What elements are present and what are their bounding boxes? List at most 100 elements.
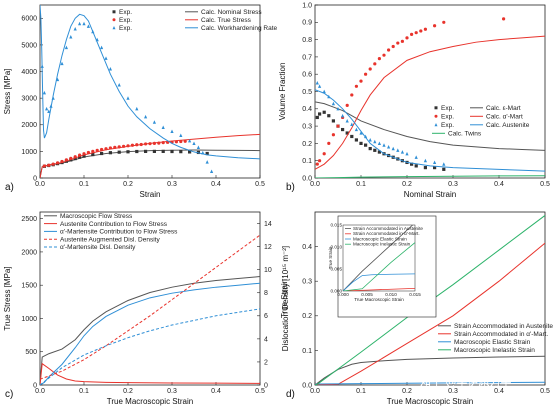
data-point (108, 151, 112, 155)
data-point (69, 35, 73, 39)
y-tick-label: 0.9 (302, 20, 312, 27)
x-tick-label: 0.1 (79, 181, 89, 188)
x-tick-label: 0.2 (123, 388, 133, 395)
data-point (174, 140, 178, 144)
data-point (73, 155, 77, 159)
legend-label: Exp. (119, 17, 132, 24)
legend-item: Exp. (112, 9, 132, 16)
data-point (331, 119, 335, 123)
data-point (433, 166, 437, 170)
legend-item: Strain Accommodated in Austenite (438, 323, 553, 330)
legend-label: Macroscopic Flow Stress (60, 213, 133, 220)
data-point (91, 29, 95, 34)
x-tick-label: 0.5 (255, 388, 265, 395)
data-point (442, 167, 446, 171)
x-tick-label: 0.3 (167, 181, 177, 188)
x-tick-label: 0.0 (35, 181, 45, 188)
y-axis-label: True Strain (280, 279, 289, 318)
chart-panel-d: 0.0 0.1 0.2 0.3 0.4 0.5 0.0 0.1 0.2 0.3 0.4 True Ma… (280, 211, 553, 406)
series-line-2 (40, 133, 260, 178)
data-point (318, 84, 322, 88)
x-tick-label: 0.2 (402, 388, 412, 395)
data-point (183, 139, 187, 143)
y-tick-label: 0.5 (302, 89, 312, 96)
data-point (91, 149, 95, 153)
x-tick-label: 0.3 (448, 181, 458, 188)
legend-label: α'-Martensite Disl. Density (60, 244, 136, 251)
data-point (331, 133, 335, 137)
data-point (419, 29, 423, 33)
data-point (49, 104, 53, 108)
data-point (42, 164, 47, 168)
watermark-text: 知乎 @李伊康力学 (420, 374, 512, 388)
legend-item: Calc. Austenite (470, 122, 530, 129)
data-point (188, 150, 192, 154)
legend-label: Exp. (119, 9, 132, 16)
y-tick-label: 0.3 (302, 279, 312, 286)
inset-x-tick-label: 0.010 (385, 292, 397, 297)
inset-series-line-3 (343, 242, 415, 291)
data-point (161, 149, 165, 153)
data-point (82, 152, 86, 156)
y-tick-label: 1500 (21, 283, 37, 290)
plot-frame (39, 4, 261, 179)
x-axis-label: Strain (140, 190, 161, 199)
legend-label: Calc. α'-Mart (486, 114, 523, 121)
data-point (405, 36, 409, 40)
legend: Exp. Calc. Nominal Stress Exp. Calc. True S… (112, 9, 277, 32)
data-point (423, 166, 427, 170)
y-right-tick-label: 0 (264, 382, 268, 389)
y-tick-label: 1000 (21, 149, 37, 156)
data-point (345, 119, 349, 123)
data-point (108, 146, 112, 150)
legend-label: Exp. (441, 105, 454, 112)
legend-item: Austenite Augmented Disl. Density (44, 236, 160, 243)
series-line-4 (315, 89, 545, 172)
data-point (139, 142, 143, 147)
inset-y-tick-label: 0.000 (331, 289, 343, 294)
inset-x-label: True Macroscopic Strain (354, 297, 404, 302)
data-point (60, 159, 64, 164)
data-point (51, 96, 55, 100)
inset-legend-item: Strain Accommodated in α'-Mart. (345, 231, 420, 236)
data-point (179, 139, 183, 144)
series-group (315, 17, 545, 178)
data-point (354, 138, 358, 142)
data-point (69, 156, 73, 160)
data-point (135, 149, 139, 154)
data-point (400, 39, 404, 43)
data-point (152, 141, 156, 145)
data-point (359, 141, 363, 145)
x-tick-label: 0.0 (35, 388, 45, 395)
legend-label: Exp. (119, 25, 132, 32)
data-point (51, 162, 55, 166)
data-point (64, 45, 68, 50)
y-right-tick-label: 8 (264, 290, 268, 297)
series-line-2 (315, 35, 545, 170)
x-tick-label: 0.1 (356, 388, 366, 395)
data-point (135, 106, 139, 111)
y-right-tick-label: 12 (264, 244, 272, 251)
legend-item: α'-Martensite Contribution to Flow Stres… (44, 229, 178, 236)
inset-x-tick-label: 0.015 (409, 292, 421, 297)
data-point (73, 27, 77, 31)
data-point (391, 44, 395, 49)
inset-y-tick-label: 0.005 (331, 267, 343, 272)
data-point (42, 90, 46, 95)
series-line-0 (315, 101, 545, 151)
series-line-3 (315, 215, 545, 385)
data-point (40, 64, 44, 68)
data-point (315, 80, 319, 85)
legend-label: Austenite Augmented Disl. Density (60, 236, 160, 243)
data-point (126, 150, 130, 154)
x-axis-label: True Macroscopic Strain (387, 397, 473, 406)
y-tick-label: 5000 (21, 42, 37, 49)
data-point (144, 142, 148, 146)
data-point (400, 150, 404, 154)
x-tick-label: 0.5 (255, 181, 265, 188)
y-tick-label: 0 (33, 175, 37, 182)
series-group (315, 215, 545, 385)
y-tick-label: 0.0 (302, 382, 312, 389)
inset-series (343, 225, 415, 291)
y-tick-label: 0 (33, 382, 37, 389)
